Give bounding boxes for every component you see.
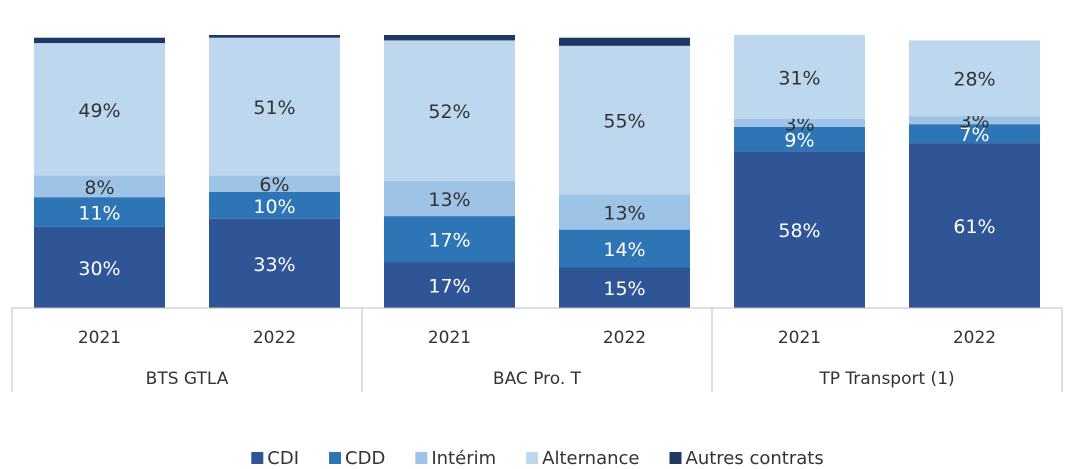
bar-segment — [734, 151, 865, 308]
bar-segment — [34, 37, 165, 44]
x-tick-label: 2022 — [253, 328, 296, 348]
x-tick-label: 2021 — [428, 328, 471, 348]
legend-label: CDD — [345, 448, 385, 469]
data-label: 52% — [428, 101, 470, 123]
bar-segment — [34, 43, 165, 176]
bar-segment — [559, 229, 690, 268]
bar-segment — [384, 216, 515, 263]
data-label: 33% — [253, 254, 295, 276]
data-label: 3% — [784, 113, 814, 135]
bar-segment — [209, 218, 340, 308]
bar-segment — [384, 40, 515, 181]
bar-segment — [559, 267, 690, 308]
data-label: 3% — [609, 16, 639, 38]
data-label: 13% — [428, 189, 470, 211]
legend-label: Autres contrats — [686, 448, 824, 469]
legend-swatch — [415, 452, 428, 464]
data-label: 49% — [78, 100, 120, 122]
data-label: 11% — [78, 203, 120, 225]
legend-label: CDI — [267, 448, 299, 469]
data-label: 3% — [959, 111, 989, 133]
bar-segment — [209, 35, 340, 38]
data-label: 51% — [253, 97, 295, 119]
bar-segment — [209, 175, 340, 192]
bar-segment — [34, 197, 165, 227]
legend-swatch — [669, 452, 682, 464]
bar-segment — [384, 262, 515, 308]
group-label: BTS GTLA — [146, 369, 229, 389]
legend-swatch — [526, 452, 539, 464]
data-label: 28% — [953, 69, 995, 91]
data-label: 14% — [603, 239, 645, 261]
x-tick-label: 2022 — [603, 328, 646, 348]
data-label: 15% — [603, 278, 645, 300]
data-label: 8% — [84, 177, 114, 199]
data-label: 6% — [259, 174, 289, 196]
x-tick-label: 2022 — [953, 328, 996, 348]
bar-segment — [734, 118, 865, 127]
data-label: 2% — [84, 16, 114, 38]
bar-segment — [559, 45, 690, 195]
bar-segment — [734, 35, 865, 119]
bar-segment — [559, 37, 690, 46]
bar-segment — [909, 124, 1040, 144]
data-label: 31% — [778, 67, 820, 89]
bar-segment — [734, 126, 865, 152]
data-label: 55% — [603, 111, 645, 133]
group-label: TP Transport (1) — [818, 369, 954, 389]
data-label: 17% — [428, 230, 470, 252]
data-label: 7% — [959, 124, 989, 146]
data-label: 9% — [784, 130, 814, 152]
bar-segment — [384, 180, 515, 217]
bar-segment — [909, 116, 1040, 125]
data-label: 17% — [428, 276, 470, 298]
data-label: 13% — [603, 203, 645, 225]
bar-segment — [559, 194, 690, 230]
data-label: 1% — [259, 14, 289, 36]
bar-segment — [909, 143, 1040, 308]
bar-segment — [209, 37, 340, 176]
bar-segment — [384, 35, 515, 41]
bar-segment — [209, 191, 340, 219]
data-label: 2% — [434, 14, 464, 36]
data-label: 61% — [953, 216, 995, 238]
bar-segment — [34, 226, 165, 308]
data-label: 30% — [78, 258, 120, 280]
x-tick-label: 2021 — [778, 328, 821, 348]
bar-segment — [909, 40, 1040, 117]
legend-swatch — [251, 452, 264, 464]
data-label: 58% — [778, 220, 820, 242]
bar-segment — [34, 175, 165, 198]
data-label: 10% — [253, 196, 295, 218]
legend-label: Intérim — [431, 448, 496, 469]
legend-label: Alternance — [542, 448, 639, 469]
group-label: BAC Pro. T — [493, 369, 582, 389]
x-tick-label: 2021 — [78, 328, 121, 348]
legend-swatch — [329, 452, 342, 464]
